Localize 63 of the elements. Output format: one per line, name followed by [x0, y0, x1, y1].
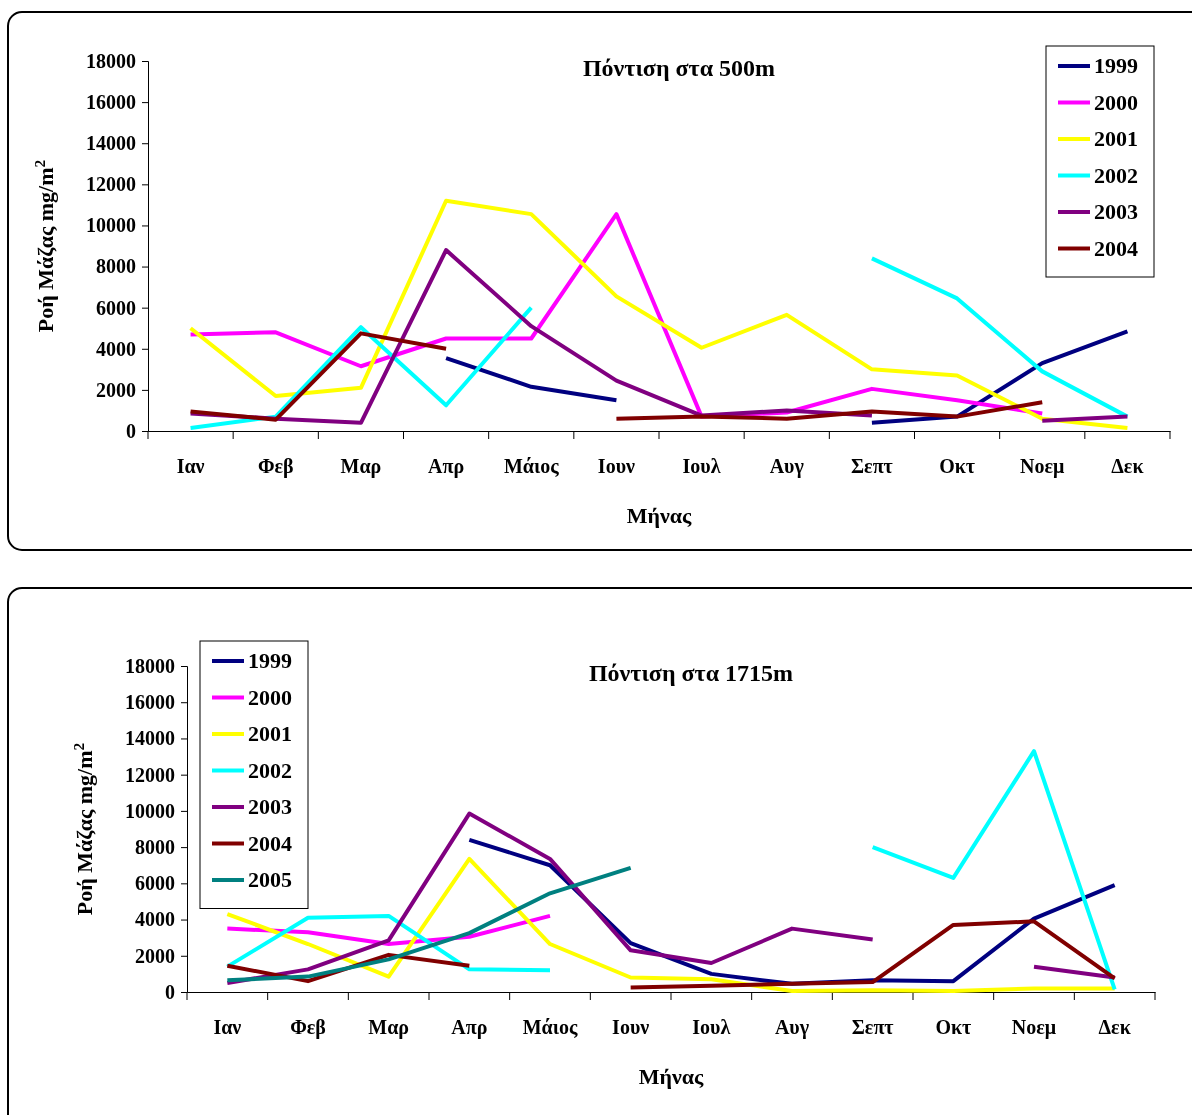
y-tick-label: 6000 [96, 296, 136, 319]
x-tick-label: Δεκ [1111, 455, 1144, 478]
legend-label: 2002 [1094, 162, 1138, 188]
y-tick-label: 0 [126, 419, 136, 442]
y-tick-label: 12000 [86, 173, 136, 196]
legend-label: 2004 [1094, 235, 1138, 261]
y-tick-label: 16000 [86, 91, 136, 114]
x-tick-label: Φεβ [290, 1016, 326, 1040]
line-series [225, 865, 633, 983]
y-tick-label: 16000 [125, 691, 175, 714]
x-axis-title: Μήνας [626, 503, 693, 528]
y-tick-label: 18000 [125, 654, 175, 677]
x-tick-label: Μάιος [522, 1016, 578, 1040]
legend-label: 2001 [1094, 126, 1138, 151]
legend-label: 2003 [248, 794, 292, 819]
x-tick-label: Μαρ [340, 455, 382, 479]
x-tick-label: Ιουν [597, 455, 636, 478]
y-tick-label: 12000 [125, 763, 175, 786]
x-tick-label: Απρ [428, 455, 465, 479]
legend-label: 2005 [248, 867, 292, 892]
x-tick-label: Απρ [451, 1016, 488, 1040]
x-tick-label: Αυγ [769, 455, 805, 479]
x-tick-label: Νοεμ [1011, 1016, 1057, 1040]
legend-label: 2001 [248, 721, 292, 746]
x-tick-label: Ιαν [213, 1016, 242, 1039]
x-tick-label: Σεπτ [851, 455, 893, 478]
x-tick-label: Μάιος [503, 455, 560, 479]
y-tick-label: 14000 [125, 727, 175, 750]
legend-label: 1999 [1094, 53, 1138, 78]
x-tick-label: Ιαν [176, 455, 205, 478]
y-tick-label: 8000 [96, 255, 136, 278]
y-tick-label: 10000 [125, 799, 175, 822]
line-series [225, 856, 1117, 994]
legend-label: 2000 [248, 684, 292, 710]
y-tick-label: 14000 [86, 132, 136, 155]
x-tick-label: Αυγ [774, 1016, 810, 1040]
x-tick-label: Ιουν [612, 1016, 650, 1039]
x-tick-label: Σεπτ [851, 1016, 894, 1039]
x-tick-label: Οκτ [939, 455, 976, 478]
legend-label: 1999 [248, 648, 292, 673]
x-tick-label: Νοεμ [1020, 455, 1066, 479]
legend-label: 2003 [1094, 199, 1138, 224]
chart-title: Πόντιση στα 1715m [588, 660, 794, 686]
x-tick-label: Δεκ [1098, 1016, 1131, 1039]
legend-label: 2004 [248, 830, 292, 856]
y-tick-label: 10000 [86, 214, 136, 237]
y-tick-label: 2000 [96, 378, 136, 401]
y-tick-label: 2000 [135, 944, 175, 967]
y-tick-label: 0 [165, 980, 175, 1003]
x-tick-label: Ιουλ [692, 1016, 731, 1039]
y-tick-label: 18000 [86, 49, 136, 72]
legend-label: 2000 [1094, 89, 1138, 115]
y-tick-label: 6000 [135, 872, 175, 895]
y-tick-label: 8000 [135, 836, 175, 859]
x-tick-label: Οκτ [935, 1016, 972, 1039]
y-tick-label: 4000 [135, 908, 175, 931]
x-tick-label: Ιουλ [682, 455, 721, 478]
chart-title: Πόντιση στα 500m [582, 55, 776, 81]
y-tick-label: 4000 [96, 337, 136, 360]
legend-label: 2002 [248, 757, 292, 783]
x-axis-title: Μήνας [638, 1064, 705, 1089]
x-tick-label: Φεβ [257, 455, 294, 479]
x-tick-label: Μαρ [368, 1016, 410, 1040]
